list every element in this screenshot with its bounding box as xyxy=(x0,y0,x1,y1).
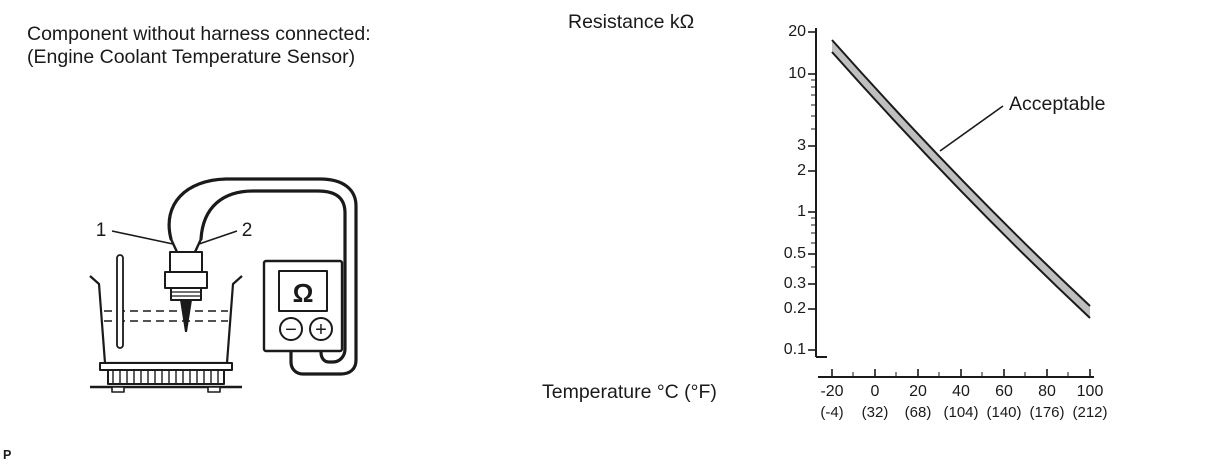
wire-terminal2-to-plus xyxy=(199,189,347,364)
x-tick-label-c: 20 xyxy=(909,383,927,400)
x-tick-label-c: 40 xyxy=(952,383,970,400)
x-tick-label-c: 80 xyxy=(1038,383,1056,400)
x-tick-label-f: (140) xyxy=(986,404,1022,421)
x-tick-label-c: 100 xyxy=(1076,383,1104,400)
y-tick-label: 20 xyxy=(788,23,806,40)
sensor-connector xyxy=(169,251,203,273)
terminal-1-callout: 1 xyxy=(96,220,107,241)
minus-terminal-icon: − xyxy=(285,319,297,341)
y-tick-label: 1 xyxy=(797,203,806,220)
x-tick-label-f: (176) xyxy=(1029,404,1065,421)
callout-1-leader xyxy=(111,230,174,245)
x-axis xyxy=(818,369,1094,378)
x-tick-label-f: (-4) xyxy=(820,404,844,421)
acceptable-band xyxy=(831,39,1091,319)
sensor-hex-body xyxy=(164,271,208,289)
acceptable-annotation: Acceptable xyxy=(1009,93,1106,115)
heater-body xyxy=(107,369,225,385)
heater-foot xyxy=(207,386,221,393)
x-tick-label-f: (104) xyxy=(943,404,979,421)
x-tick-label-c: 60 xyxy=(995,383,1013,400)
sensor-probe-tip xyxy=(180,300,192,332)
y-major-ticks xyxy=(808,31,816,351)
thermometer xyxy=(116,254,124,349)
resistance-chart xyxy=(808,28,1094,378)
minus-terminal xyxy=(279,317,303,341)
terminal-callouts: 1 2 xyxy=(96,220,253,245)
heater-foot xyxy=(111,386,125,393)
acceptable-leader-line xyxy=(939,105,1004,152)
sensor-terminal-2 xyxy=(193,238,203,253)
x-minor-ticks xyxy=(852,372,1069,377)
wire-terminal1-to-minus xyxy=(167,177,358,376)
beaker xyxy=(89,275,243,365)
y-tick-label: 0.1 xyxy=(783,341,806,358)
acceptable-band-lower-edge xyxy=(831,51,1091,319)
plus-terminal xyxy=(309,317,333,341)
figure-title-line2: (Engine Coolant Temperature Sensor) xyxy=(27,46,356,68)
heater xyxy=(90,362,242,393)
x-tick-label-c: -20 xyxy=(820,383,844,400)
heater-hatching xyxy=(112,370,219,384)
terminal-2-callout: 2 xyxy=(242,220,253,241)
y-axis xyxy=(808,28,827,358)
y-axis-title: Resistance kΩ xyxy=(568,11,695,33)
acceptable-band-upper-edge xyxy=(831,39,1091,307)
x-tick-label-c: 0 xyxy=(870,383,880,400)
test-setup-diagram: Ω − + 1 2 xyxy=(89,177,358,393)
y-tick-label: 0.2 xyxy=(783,300,806,317)
x-tick-label-f: (68) xyxy=(904,404,932,421)
ohm-symbol: Ω xyxy=(293,278,314,308)
sensor-terminal-1 xyxy=(169,238,179,253)
beaker-outline xyxy=(89,275,243,365)
y-tick-label: 3 xyxy=(797,137,806,154)
heater-flange xyxy=(99,362,233,371)
callout-2-leader xyxy=(198,230,238,245)
y-tick-label: 2 xyxy=(797,162,806,179)
x-axis-title: Temperature °C (°F) xyxy=(542,381,717,403)
x-tick-label-f: (212) xyxy=(1072,404,1108,421)
ohmmeter: Ω − + xyxy=(262,259,344,353)
figure-title-line1: Component without harness connected: xyxy=(27,23,371,45)
page-corner-mark: P xyxy=(3,448,12,462)
y-minor-ticks xyxy=(811,79,816,268)
y-tick-label: 0.3 xyxy=(783,275,806,292)
ohmmeter-display xyxy=(278,270,328,312)
x-tick-label-f: (32) xyxy=(861,404,889,421)
plus-terminal-icon: + xyxy=(315,319,327,341)
sensor-thread xyxy=(170,287,202,301)
y-tick-label: 0.5 xyxy=(783,245,806,262)
x-major-ticks xyxy=(831,369,1091,377)
y-tick-label: 10 xyxy=(788,65,806,82)
coolant-temp-sensor xyxy=(164,238,208,332)
test-lead-wires xyxy=(167,177,358,376)
